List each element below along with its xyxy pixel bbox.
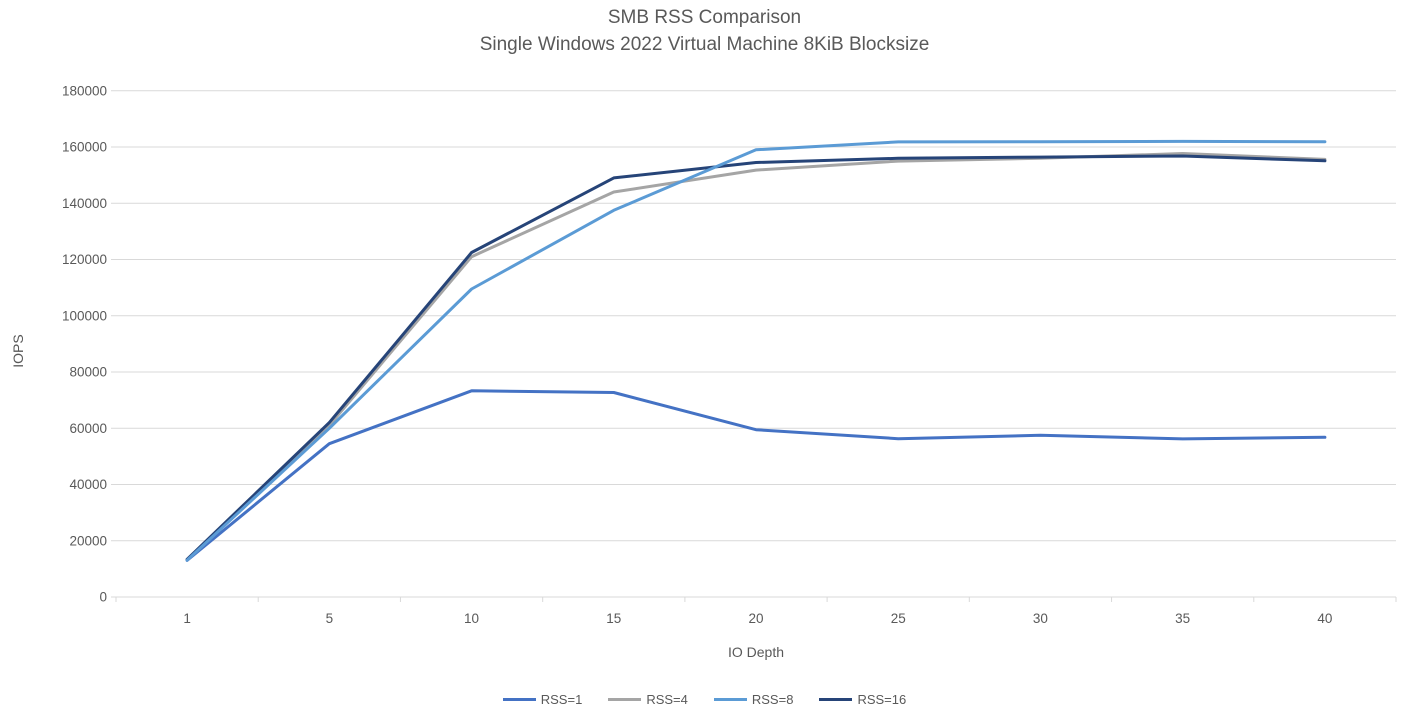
x-tick-label: 15	[606, 611, 621, 626]
x-tick-label: 40	[1317, 611, 1332, 626]
legend-item-rss-4: RSS=4	[608, 692, 688, 707]
series-line-rss-4	[185, 152, 1327, 562]
y-tick-label: 120000	[62, 252, 107, 267]
legend-item-rss-1: RSS=1	[502, 692, 583, 707]
x-axis-title: IO Depth	[727, 644, 785, 660]
series-line-rss-1	[185, 389, 1327, 562]
x-tick-label: 1	[183, 611, 191, 626]
legend-line-swatch-rss-1	[502, 697, 536, 702]
y-tick-label: 60000	[69, 421, 107, 436]
y-tick-label: 140000	[62, 196, 107, 211]
legend-line-swatch-rss-16	[819, 697, 853, 702]
y-tick-label: 180000	[62, 83, 107, 98]
legend: RSS=1 RSS=4 RSS=8 RSS=16	[0, 692, 1409, 707]
y-tick-label: 20000	[69, 533, 107, 548]
x-tick-label: 20	[748, 611, 763, 626]
x-tick-label: 25	[891, 611, 906, 626]
legend-label-rss-16: RSS=16	[857, 692, 907, 707]
legend-label-rss-1: RSS=1	[540, 692, 583, 707]
series-line-rss-8	[185, 139, 1327, 562]
series-line-rss-16	[185, 154, 1327, 561]
y-tick-label: 100000	[62, 308, 107, 323]
x-tick-label: 30	[1033, 611, 1048, 626]
x-tick-label: 35	[1175, 611, 1190, 626]
legend-line-swatch-rss-8	[713, 697, 747, 702]
legend-item-rss-8: RSS=8	[713, 692, 794, 707]
legend-item-rss-16: RSS=16	[819, 692, 906, 707]
chart-subtitle: Single Windows 2022 Virtual Machine 8KiB…	[479, 34, 930, 55]
chart-title: SMB RSS Comparison	[607, 7, 802, 28]
x-tick-label: 5	[326, 611, 334, 626]
x-tick-label: 10	[464, 611, 479, 626]
y-tick-label: 0	[99, 590, 107, 605]
y-tick-label: 40000	[69, 477, 107, 492]
legend-line-swatch-rss-4	[608, 697, 642, 702]
y-tick-label: 160000	[62, 140, 107, 155]
legend-label-rss-8: RSS=8	[751, 692, 794, 707]
y-tick-label: 80000	[69, 365, 107, 380]
legend-label-rss-4: RSS=4	[646, 692, 688, 707]
